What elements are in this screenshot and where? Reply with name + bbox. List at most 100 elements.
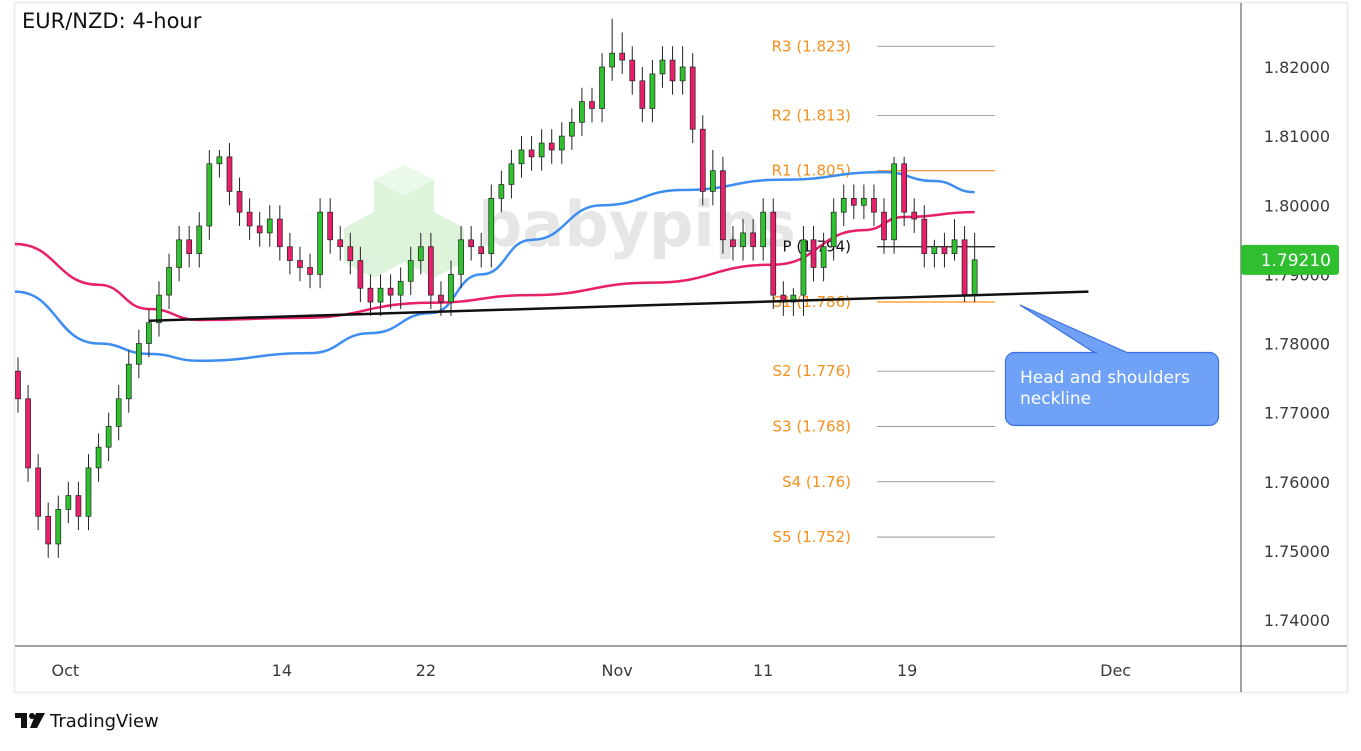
candle-down	[921, 205, 928, 268]
candle-body	[518, 149, 525, 165]
candle-body	[25, 398, 31, 469]
candle-up	[176, 225, 182, 282]
candle-down	[347, 232, 354, 275]
candle-body	[961, 239, 968, 296]
candle-up	[599, 53, 605, 123]
candle-up	[166, 253, 172, 309]
candle-body	[276, 218, 283, 248]
candle-body	[770, 211, 777, 296]
price-tick-label: 1.75000	[1264, 542, 1330, 561]
chart-title: EUR/NZD: 4-hour	[22, 9, 202, 33]
candle-body	[871, 197, 877, 213]
candle-body	[478, 246, 485, 254]
tradingview-logo-icon	[15, 713, 45, 728]
candle-body	[750, 232, 756, 248]
time-tick-label: Oct	[51, 661, 79, 680]
candle-body	[931, 246, 938, 254]
candle-down	[327, 198, 334, 254]
candle-up	[105, 412, 112, 462]
candle-body	[287, 246, 293, 261]
candle-up	[377, 274, 384, 316]
neckline-trendline	[148, 290, 1089, 322]
candle-body	[317, 211, 323, 275]
candle-down	[15, 357, 21, 413]
candle-body	[468, 239, 474, 248]
candle-up	[951, 219, 958, 261]
candle-down	[337, 225, 344, 261]
candle-up	[538, 129, 545, 171]
babypips-cubes-logo	[344, 165, 464, 278]
candle-body	[740, 232, 746, 248]
candle-body	[709, 170, 716, 192]
candle-up	[760, 198, 767, 261]
candle-body	[206, 163, 213, 227]
candle-down	[226, 143, 233, 206]
candle-body	[367, 287, 374, 303]
last-price-label: 1.79210	[1241, 244, 1339, 275]
time-axis[interactable]: Oct 14 22 Nov 11 19 Dec	[51, 661, 1131, 680]
candle-up	[115, 384, 122, 441]
candle-up	[146, 308, 152, 358]
candle-body	[629, 59, 636, 82]
candle-body	[397, 280, 404, 296]
candle-down	[730, 225, 736, 261]
candle-body	[226, 156, 233, 192]
candle-up	[498, 170, 505, 213]
candle-body	[55, 509, 62, 545]
candle-down	[367, 274, 374, 316]
candle-up	[558, 122, 565, 164]
candle-body	[15, 370, 21, 400]
candle-body	[186, 239, 193, 254]
candle-up	[196, 212, 203, 268]
candle-down	[619, 32, 626, 74]
callout-text-line1: Head and shoulders	[1020, 368, 1190, 388]
candle-body	[236, 191, 243, 213]
neckline-callout[interactable]: Head and shoulders neckline	[1004, 304, 1220, 427]
pivot-label: R3 (1.823)	[772, 37, 851, 55]
price-tick-label: 1.78000	[1264, 335, 1330, 354]
candle-up	[407, 246, 414, 296]
pivot-label: S4 (1.76)	[782, 473, 851, 491]
candle-down	[901, 156, 908, 226]
candle-body	[297, 260, 303, 268]
candle-body	[166, 267, 172, 296]
price-axis[interactable]: 1.820001.810001.800001.790001.780001.770…	[1264, 58, 1330, 630]
candle-down	[478, 232, 485, 268]
candle-up	[931, 239, 938, 268]
candle-body	[589, 101, 595, 109]
candle-body	[115, 398, 122, 427]
pivot-label: R1 (1.805)	[772, 162, 851, 180]
candle-up	[448, 260, 454, 316]
candle-down	[297, 246, 303, 282]
candle-body	[810, 239, 817, 268]
time-tick-label: 19	[897, 661, 917, 680]
candle-up	[216, 149, 223, 178]
candle-down	[720, 156, 726, 254]
candle-body	[730, 239, 736, 248]
candle-down	[941, 232, 948, 268]
candle-down	[25, 384, 31, 482]
pivot-label: S5 (1.752)	[773, 528, 851, 546]
candle-up	[659, 46, 666, 88]
candle-down	[276, 205, 283, 261]
candle-up	[568, 108, 575, 150]
candle-down	[810, 225, 817, 282]
candle-up	[840, 184, 847, 226]
candle-up	[156, 281, 162, 337]
candle-up	[609, 18, 615, 81]
candle-up	[820, 232, 827, 282]
candle-body	[95, 446, 102, 469]
candle-down	[387, 274, 394, 309]
candle-up	[508, 149, 515, 199]
candle-up	[649, 60, 656, 123]
tradingview-logo[interactable]: TradingView	[15, 711, 159, 732]
pivot-label: R2 (1.813)	[772, 106, 851, 124]
candle-body	[830, 211, 837, 248]
candle-down	[699, 115, 706, 206]
candle-body	[246, 211, 253, 227]
candle-down	[256, 212, 263, 247]
candle-down	[75, 481, 82, 531]
price-tick-label: 1.76000	[1264, 473, 1330, 492]
candle-body	[790, 294, 797, 303]
